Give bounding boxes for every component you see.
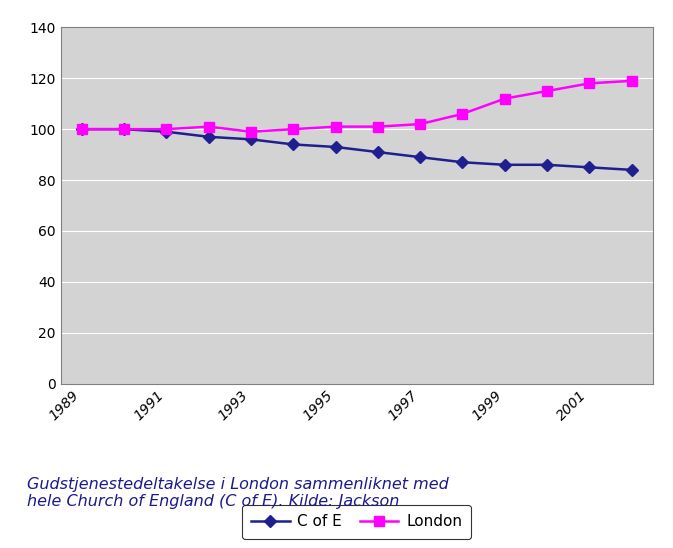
London — [205, 123, 213, 130]
London — [543, 88, 551, 94]
C of E — [289, 141, 297, 148]
Text: Gudstjenestedeltakelse i London sammenliknet med
hele Church of England (C of E): Gudstjenestedeltakelse i London sammenli… — [27, 477, 449, 509]
London — [501, 95, 509, 102]
Legend: C of E, London: C of E, London — [242, 505, 471, 539]
C of E — [416, 154, 424, 161]
London — [458, 111, 466, 117]
London — [374, 123, 382, 130]
C of E — [247, 136, 255, 142]
London — [289, 126, 297, 133]
Line: London: London — [77, 76, 637, 136]
C of E — [501, 162, 509, 168]
C of E — [332, 144, 340, 150]
C of E — [586, 164, 594, 170]
London — [332, 123, 340, 130]
London — [586, 80, 594, 87]
C of E — [628, 167, 636, 173]
Line: C of E: C of E — [77, 125, 636, 174]
C of E — [458, 159, 466, 165]
London — [628, 77, 636, 84]
C of E — [77, 126, 85, 133]
London — [162, 126, 170, 133]
C of E — [120, 126, 128, 133]
C of E — [374, 149, 382, 155]
C of E — [162, 128, 170, 135]
London — [120, 126, 128, 133]
London — [416, 121, 424, 127]
C of E — [205, 134, 213, 140]
London — [247, 128, 255, 135]
C of E — [543, 162, 551, 168]
London — [77, 126, 85, 133]
